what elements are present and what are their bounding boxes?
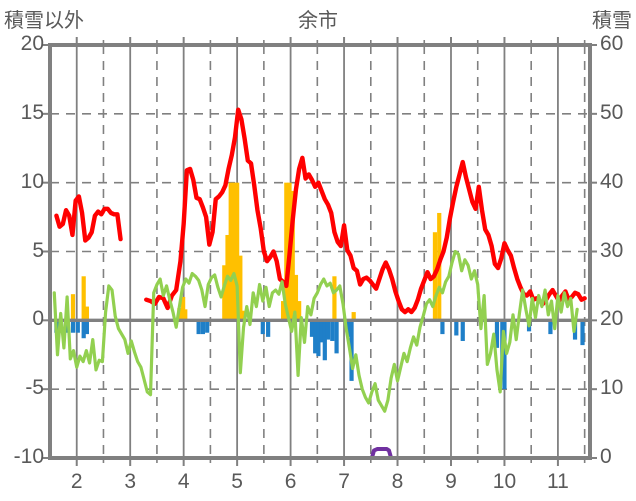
bar-blue: [440, 320, 445, 335]
ytick-label-left: 15: [20, 100, 44, 124]
ytick-label-left: 20: [20, 32, 44, 55]
bar-blue: [205, 320, 210, 333]
xtick-label-month: 11: [547, 470, 569, 493]
bar-orange: [290, 190, 295, 321]
ytick-label-left: 10: [20, 169, 44, 193]
ytick-label-left: 5: [32, 238, 44, 262]
bar-blue: [313, 320, 318, 354]
bar-orange: [284, 182, 289, 321]
xtick-label-month: 7: [338, 470, 350, 493]
bar-orange: [84, 306, 89, 321]
bar-blue: [502, 320, 507, 390]
xtick-label-month: 3: [124, 470, 137, 493]
bar-blue: [548, 320, 553, 335]
bar-blue: [260, 320, 265, 335]
ytick-label-right: 0: [600, 445, 612, 468]
xtick-label-month: 8: [391, 470, 404, 493]
bar-blue: [580, 320, 585, 346]
ytick-label-right: 50: [600, 100, 624, 124]
bar-orange: [228, 182, 233, 321]
bar-orange: [297, 301, 302, 321]
bar-orange: [181, 296, 186, 321]
series-green-line: [52, 249, 579, 413]
bar-blue: [454, 320, 459, 336]
bar-blue: [75, 320, 80, 333]
left-axis-caption: 積雪以外: [4, 10, 84, 32]
bar-blue: [325, 320, 331, 340]
ytick-label-right: 60: [600, 32, 624, 55]
bar-blue: [346, 320, 351, 337]
ytick-label-left: -5: [25, 376, 44, 400]
bar-blue: [330, 320, 335, 341]
bar-blue: [81, 320, 86, 339]
ytick-label-left: -10: [13, 445, 44, 468]
bar-blue: [84, 320, 89, 335]
ytick-label-right: 10: [600, 376, 624, 400]
bar-orange: [293, 274, 299, 321]
xtick-label-month: 4: [177, 470, 190, 493]
bar-orange: [332, 276, 337, 321]
ytick-label-right: 40: [600, 169, 624, 193]
ytick-label-right: 20: [600, 307, 624, 331]
bar-blue: [70, 320, 76, 333]
bar-blue: [316, 320, 321, 357]
series-red-line-upper: [54, 194, 123, 243]
bar-blue: [319, 320, 324, 343]
bar-orange: [70, 294, 76, 321]
right-axis-caption: 積雪: [592, 10, 632, 32]
bar-blue: [460, 320, 465, 341]
bar-orange: [281, 301, 286, 321]
bar-blue: [200, 320, 206, 335]
bar-blue: [196, 320, 201, 335]
bar-blue: [494, 320, 500, 348]
bar-blue: [334, 320, 339, 354]
series-red-line-main: [144, 107, 587, 315]
xtick-label-month: 10: [492, 470, 517, 493]
bar-orange: [351, 312, 356, 321]
bar-orange: [81, 276, 86, 321]
bar-orange: [241, 310, 246, 321]
bar-orange: [222, 265, 227, 321]
ytick-label-left: 0: [32, 307, 44, 331]
bar-orange: [238, 255, 243, 321]
ytick-label-right: 30: [600, 238, 624, 262]
bar-blue: [349, 320, 354, 381]
xtick-label-month: 2: [70, 470, 83, 493]
xtick-label-month: 9: [445, 470, 457, 493]
bar-blue: [266, 320, 271, 337]
xtick-label-month: 5: [231, 470, 243, 493]
chart-title: 余市: [298, 10, 338, 32]
xtick-label-month: 6: [284, 470, 297, 493]
bar-blue: [322, 320, 327, 361]
bar-orange: [183, 309, 188, 321]
bar-orange: [231, 182, 237, 321]
bar-orange: [235, 182, 240, 321]
bar-blue: [309, 320, 315, 337]
